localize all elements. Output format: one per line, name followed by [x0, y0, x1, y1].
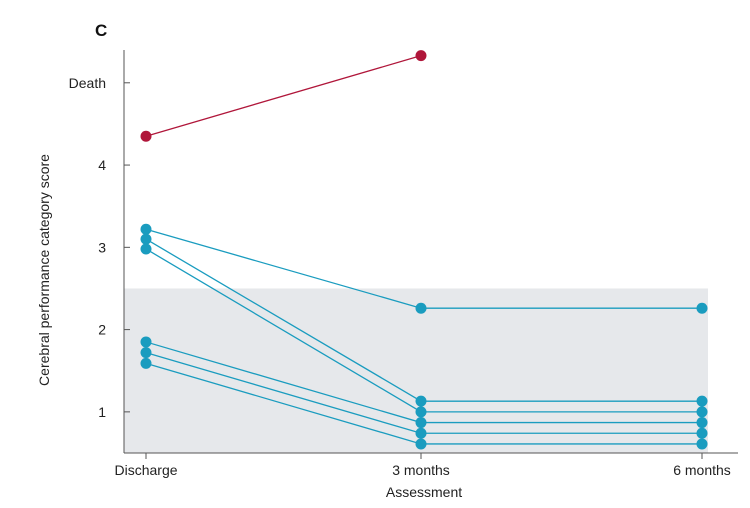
y-ticks: 1 2 3 4 Death: [69, 75, 130, 420]
series-survivor: [140, 233, 708, 407]
data-point: [140, 130, 152, 142]
data-point: [140, 357, 152, 369]
normal-range-band: [124, 288, 708, 453]
data-point: [415, 427, 427, 439]
data-point: [140, 243, 152, 255]
series-survivor: [140, 243, 708, 418]
data-point: [140, 233, 152, 245]
data-point: [140, 223, 152, 235]
y-tick-label: 1: [98, 404, 106, 420]
data-point: [415, 302, 427, 314]
x-tick-label: 3 months: [392, 462, 450, 478]
data-point: [696, 438, 708, 450]
data-point: [140, 347, 152, 359]
data-point: [696, 417, 708, 429]
data-point: [696, 427, 708, 439]
series-line: [145, 55, 422, 137]
data-point: [415, 417, 427, 429]
y-tick-label: 3: [98, 239, 106, 255]
data-point: [696, 406, 708, 418]
y-tick-label: Death: [69, 75, 106, 91]
y-tick-label: 4: [98, 157, 106, 173]
axes: [123, 50, 738, 454]
data-point: [696, 395, 708, 407]
panel-label: C: [95, 21, 107, 40]
series-survivor: [140, 347, 708, 439]
x-tick-label: 6 months: [673, 462, 731, 478]
x-ticks: Discharge 3 months 6 months: [114, 453, 731, 478]
data-point: [415, 395, 427, 407]
x-tick-label: Discharge: [114, 462, 177, 478]
series-survivor: [140, 336, 708, 429]
data-point: [696, 302, 708, 314]
data-point: [415, 406, 427, 418]
data-point: [415, 50, 427, 62]
series-death: [140, 50, 427, 142]
series-survivor: [140, 223, 708, 314]
data-point: [415, 438, 427, 450]
x-axis-title: Assessment: [386, 484, 462, 500]
series-survivor: [140, 357, 708, 450]
y-tick-label: 2: [98, 322, 106, 338]
y-axis-title: Cerebral performance category score: [36, 154, 52, 386]
data-point: [140, 336, 152, 348]
series-layer: [140, 50, 708, 450]
